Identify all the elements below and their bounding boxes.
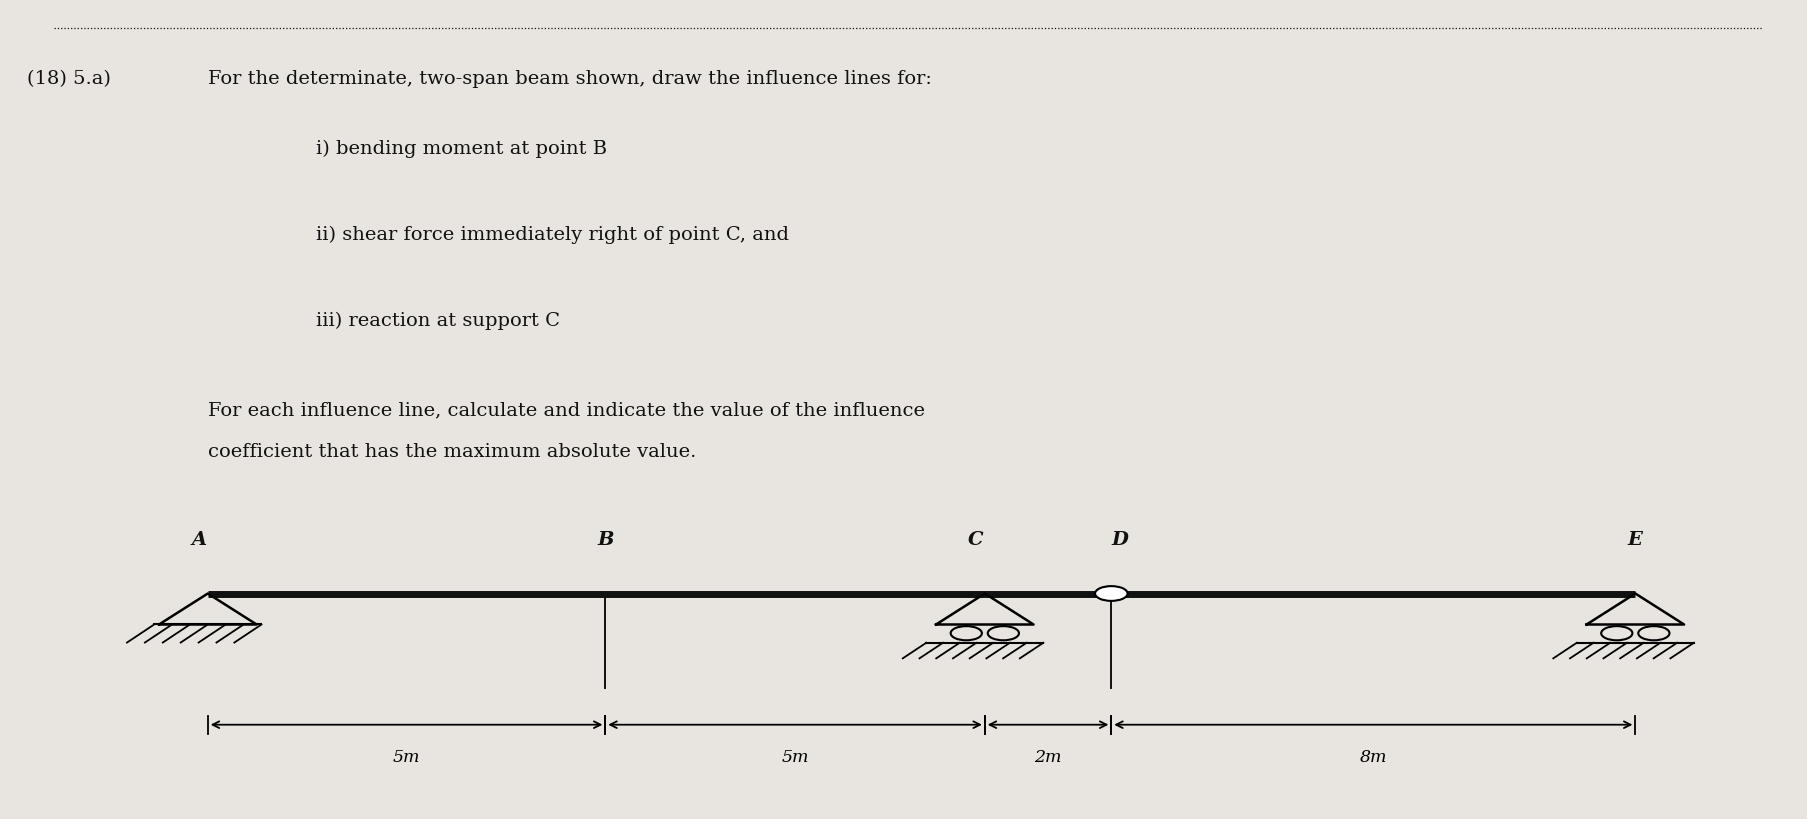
Text: (18) 5.a): (18) 5.a) [27,70,110,88]
Text: A: A [192,531,206,549]
Text: coefficient that has the maximum absolute value.: coefficient that has the maximum absolut… [208,442,696,460]
Text: B: B [596,531,614,549]
Text: iii) reaction at support C: iii) reaction at support C [316,311,560,329]
Text: 2m: 2m [1034,748,1063,765]
Text: ii) shear force immediately right of point C, and: ii) shear force immediately right of poi… [316,225,790,243]
Text: 8m: 8m [1359,748,1388,765]
Text: E: E [1628,531,1643,549]
Text: For each influence line, calculate and indicate the value of the influence: For each influence line, calculate and i… [208,401,925,419]
Circle shape [1095,586,1128,601]
Text: For the determinate, two-span beam shown, draw the influence lines for:: For the determinate, two-span beam shown… [208,70,932,88]
Text: 5m: 5m [392,748,421,765]
Text: D: D [1111,531,1129,549]
Text: i) bending moment at point B: i) bending moment at point B [316,139,607,157]
Text: C: C [969,531,983,549]
Text: 5m: 5m [781,748,810,765]
